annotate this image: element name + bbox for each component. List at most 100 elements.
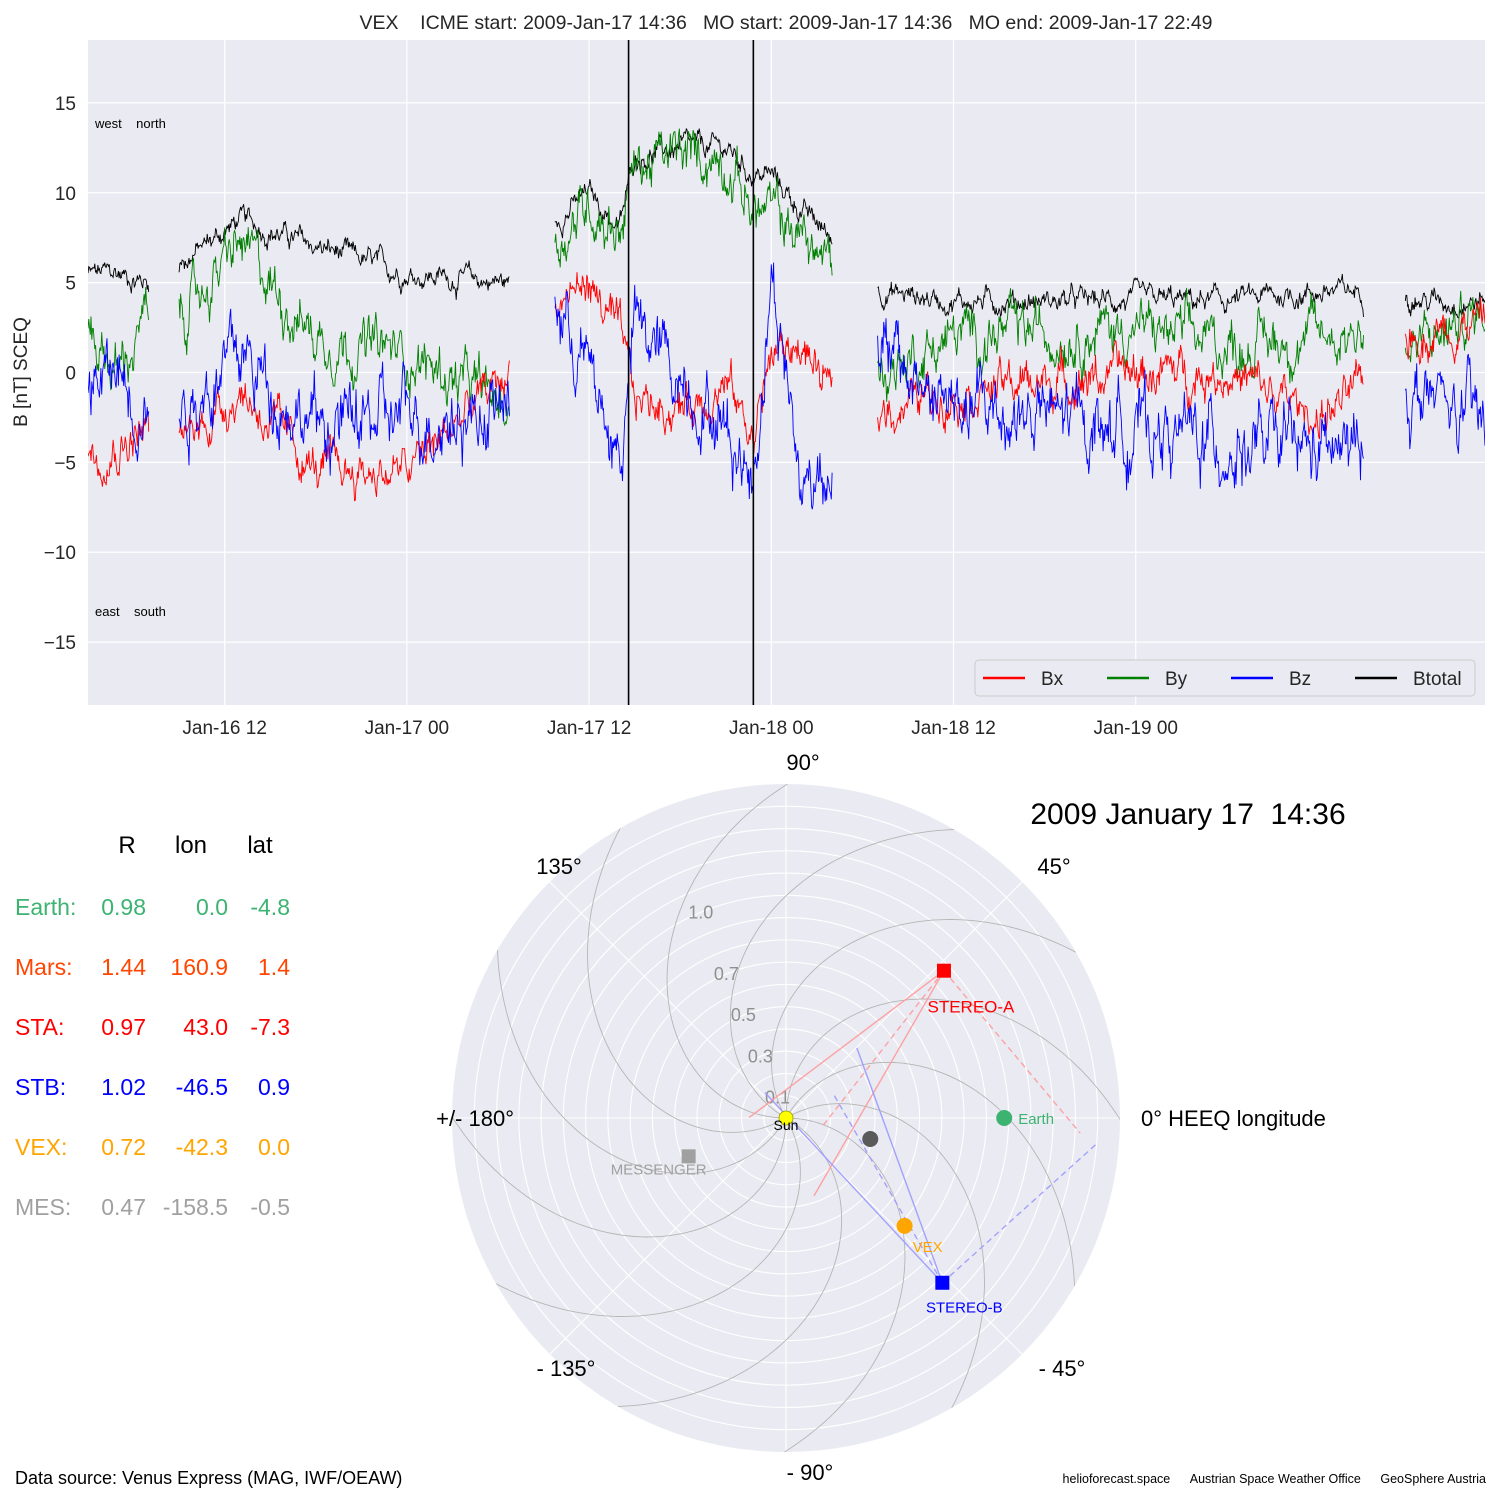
legend: Bx By Bz Btotal bbox=[974, 659, 1476, 697]
table-cell-lat: -0.5 bbox=[250, 1194, 290, 1220]
sta-fov-line bbox=[813, 970, 945, 1197]
parker-spirals bbox=[452, 784, 1120, 1452]
table-cell-label: STB: bbox=[15, 1074, 67, 1100]
parker-spiral-arc bbox=[785, 1061, 1075, 1287]
x-tick-label: Jan-19 00 bbox=[1093, 718, 1178, 739]
table-cell-lon: -42.3 bbox=[175, 1134, 228, 1160]
table-cell-lon: 160.9 bbox=[170, 954, 228, 980]
credits: helioforecast.space Austrian Space Weath… bbox=[1047, 1472, 1486, 1486]
fov-lines bbox=[748, 970, 1099, 1284]
parker-spiral-arc bbox=[587, 827, 787, 1133]
parker-spiral-arc bbox=[497, 949, 787, 1175]
stereo-a-label: STEREO-A bbox=[928, 998, 1016, 1017]
sta-fov-line bbox=[748, 970, 945, 1119]
table-cell-R: 0.47 bbox=[101, 1194, 146, 1220]
credit-geosphere: GeoSphere Austria bbox=[1380, 1472, 1486, 1486]
r-tick-label: 0.3 bbox=[748, 1046, 773, 1066]
annotation-east-south: east south bbox=[95, 604, 166, 619]
y-tick-label: 10 bbox=[55, 184, 76, 205]
polar-spoke bbox=[549, 881, 787, 1119]
polar-spoke bbox=[549, 1117, 787, 1355]
stereo-a-marker bbox=[936, 963, 951, 978]
y-tick-label: −15 bbox=[44, 633, 76, 654]
legend-label-Bx: Bx bbox=[1041, 669, 1064, 690]
chart-title: VEX ICME start: 2009-Jan-17 14:36 MO sta… bbox=[359, 12, 1212, 34]
time-series-chart: −15 −10 −5 0 5 10 15 Jan-16 12 Jan-17 00 Jan-17 1… bbox=[11, 12, 1485, 739]
table-row: VEX: 0.72 -42.3 0.0 bbox=[0, 1134, 400, 1164]
parker-spiral-arc bbox=[771, 919, 1077, 1119]
parker-spiral-arc bbox=[666, 784, 788, 1119]
polar-ring bbox=[763, 1095, 809, 1141]
table-cell-label: Earth: bbox=[15, 894, 77, 920]
x-tick-label: Jan-17 00 bbox=[365, 718, 450, 739]
angle-label: - 45° bbox=[1039, 1356, 1086, 1381]
parker-spiral-arc bbox=[452, 1116, 787, 1238]
table-row: Mars: 1.44 160.9 1.4 bbox=[0, 954, 400, 984]
stereo-b-label: STEREO-B bbox=[926, 1300, 1003, 1317]
parker-spiral-arc bbox=[495, 1117, 801, 1317]
table-cell-R: 1.44 bbox=[101, 954, 146, 980]
table-cell-lon: -46.5 bbox=[175, 1074, 228, 1100]
polar-spoke bbox=[785, 1117, 1023, 1355]
annotation-west-north: west north bbox=[94, 116, 166, 131]
y-tick-label: 5 bbox=[65, 274, 76, 295]
polar-ring bbox=[674, 1006, 898, 1230]
sta-fov-line bbox=[943, 970, 1081, 1134]
legend-label-By: By bbox=[1165, 669, 1188, 690]
polar-spoke bbox=[785, 881, 1023, 1119]
polar-ring bbox=[607, 939, 965, 1297]
table-cell-lon: 0.0 bbox=[196, 894, 228, 920]
r-tick-label: 0.7 bbox=[714, 964, 739, 984]
parker-spiral-arc bbox=[729, 829, 955, 1119]
table-cell-lat: 0.0 bbox=[258, 1134, 290, 1160]
stb-fov-line bbox=[856, 1047, 943, 1283]
r-tick-label: 0.5 bbox=[731, 1005, 756, 1025]
polar-ring bbox=[562, 894, 1010, 1342]
earth-marker bbox=[996, 1110, 1013, 1126]
legend-box bbox=[974, 659, 1476, 697]
angle-label: 0° HEEQ longitude bbox=[1141, 1106, 1326, 1131]
y-tick-label: −5 bbox=[54, 453, 76, 474]
series-line-Btotal bbox=[88, 127, 1485, 319]
series-line-Bz bbox=[88, 262, 1485, 510]
table-cell-lat: -7.3 bbox=[250, 1014, 290, 1040]
table-cell-lat: 1.4 bbox=[258, 954, 290, 980]
table-cell-R: 0.97 bbox=[101, 1014, 146, 1040]
angle-label: - 90° bbox=[787, 1460, 834, 1485]
polar-ring bbox=[651, 983, 921, 1253]
stb-fov-line bbox=[941, 1141, 1099, 1284]
x-tick-label: Jan-18 00 bbox=[729, 718, 814, 739]
angle-label: 135° bbox=[536, 854, 582, 879]
sun-marker bbox=[778, 1110, 794, 1126]
y-axis-label: B [nT] SCEQ bbox=[11, 317, 32, 427]
polar-ring bbox=[718, 1050, 854, 1186]
table-row: MES: 0.47 -158.5 -0.5 bbox=[0, 1194, 400, 1224]
stereo-b-marker bbox=[935, 1275, 950, 1290]
series-group bbox=[88, 127, 1485, 510]
table-cell-label: VEX: bbox=[15, 1134, 68, 1160]
y-tick-label: −10 bbox=[44, 543, 76, 564]
credit-aswo: Austrian Space Weather Office bbox=[1189, 1472, 1361, 1486]
polar-background bbox=[452, 784, 1120, 1452]
x-tick-label: Jan-16 12 bbox=[182, 718, 267, 739]
table-row: STA: 0.97 43.0 -7.3 bbox=[0, 1014, 400, 1044]
table-cell-lon: 43.0 bbox=[183, 1014, 228, 1040]
table-cell-R: 0.98 bbox=[101, 894, 146, 920]
parker-spiral-arc bbox=[784, 1117, 906, 1452]
legend-label-Bz: Bz bbox=[1289, 669, 1311, 690]
table-row: STB: 1.02 -46.5 0.9 bbox=[0, 1074, 400, 1104]
series-line-Bx bbox=[88, 272, 1485, 502]
table-cell-R: 0.72 bbox=[101, 1134, 146, 1160]
polar-title: 2009 January 17 14:36 bbox=[1030, 798, 1345, 831]
parker-spiral-arc bbox=[785, 1103, 985, 1409]
table-header-lon: lon bbox=[174, 832, 208, 859]
table-cell-label: STA: bbox=[15, 1014, 65, 1040]
polar-ring bbox=[495, 827, 1077, 1409]
table-row: Earth: 0.98 0.0 -4.8 bbox=[0, 894, 400, 924]
angle-label: 45° bbox=[1037, 854, 1070, 879]
angle-label: +/- 180° bbox=[436, 1106, 514, 1131]
vex-marker bbox=[896, 1217, 913, 1234]
table-cell-lat: 0.9 bbox=[258, 1074, 290, 1100]
angle-label: - 135° bbox=[537, 1356, 596, 1381]
